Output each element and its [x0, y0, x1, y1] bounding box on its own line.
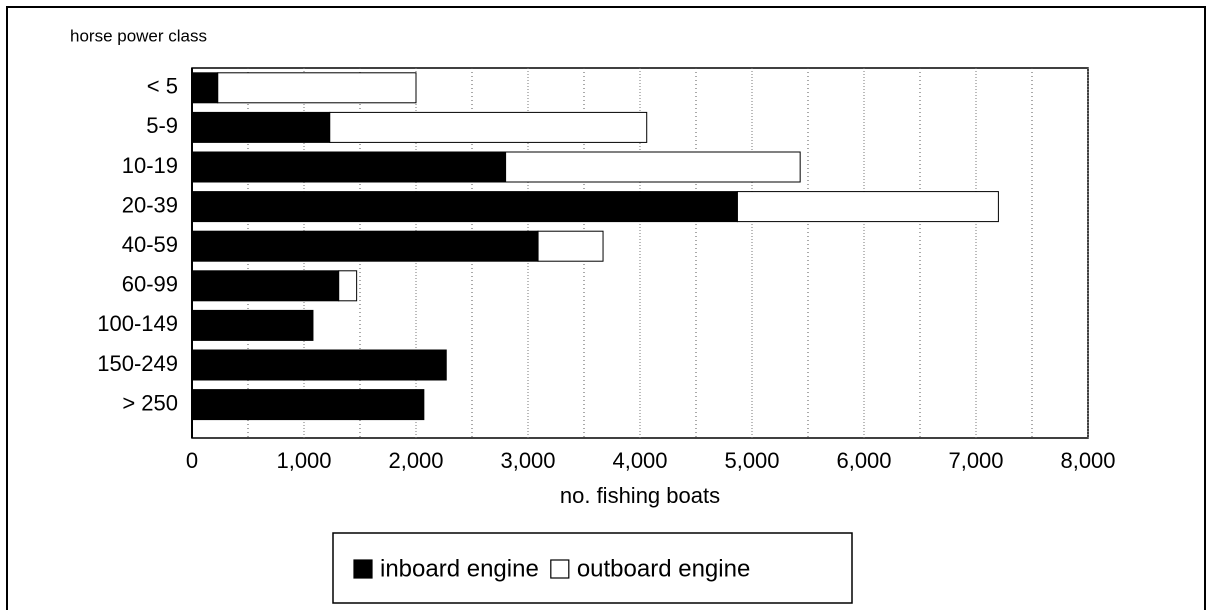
y-tick-label: 20-39 — [122, 192, 178, 217]
x-axis-label: no. fishing boats — [560, 483, 720, 508]
bar-segment — [329, 111, 648, 143]
x-tick-label: 0 — [186, 448, 198, 473]
bar-segment — [191, 151, 507, 183]
bar-segment — [736, 191, 999, 223]
y-tick-label: > 250 — [122, 390, 178, 415]
x-tick-label: 6,000 — [836, 448, 891, 473]
x-tick-label: 8,000 — [1060, 448, 1115, 473]
legend-label: inboard engine — [380, 555, 539, 582]
x-tick-label: 4,000 — [612, 448, 667, 473]
bar-segment — [191, 270, 340, 302]
y-tick-label: 40-59 — [122, 232, 178, 257]
y-tick-label: 150-249 — [97, 351, 178, 376]
legend-swatch — [353, 559, 373, 579]
bar-segment — [537, 230, 604, 262]
bar-segment — [191, 309, 314, 341]
bar-segment — [191, 191, 738, 223]
bar-segment — [191, 349, 447, 381]
x-tick-label: 5,000 — [724, 448, 779, 473]
legend-swatch — [550, 559, 570, 579]
y-tick-label: 60-99 — [122, 272, 178, 297]
x-tick-label: 7,000 — [948, 448, 1003, 473]
x-tick-label: 2,000 — [388, 448, 443, 473]
y-tick-label: 10-19 — [122, 153, 178, 178]
bar-segment — [191, 230, 539, 262]
y-axis-label: horse power class — [70, 26, 207, 45]
y-tick-label: < 5 — [147, 74, 178, 99]
bar-segment — [505, 151, 801, 183]
bar-segment — [191, 72, 219, 104]
y-tick-label: 100-149 — [97, 311, 178, 336]
x-tick-label: 3,000 — [500, 448, 555, 473]
x-tick-label: 1,000 — [276, 448, 331, 473]
legend-label: outboard engine — [577, 555, 750, 582]
legend-box — [332, 532, 853, 604]
bar-segment — [217, 72, 417, 104]
bar-segment — [191, 389, 425, 421]
bar-segment — [191, 111, 331, 143]
frame — [6, 6, 1206, 610]
y-tick-label: 5-9 — [146, 113, 178, 138]
bar-segment — [338, 270, 358, 302]
